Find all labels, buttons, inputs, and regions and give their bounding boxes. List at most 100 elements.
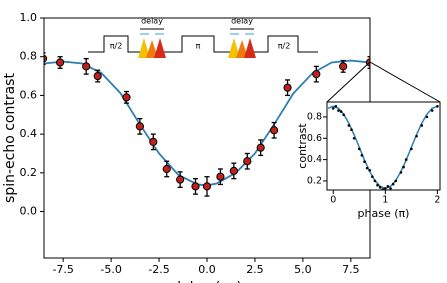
peak: [236, 40, 248, 58]
data-point: [122, 93, 131, 102]
y-tick-label: 0.2: [20, 166, 38, 179]
pulse-diagram: [88, 28, 318, 53]
pulse-sequence: [88, 35, 318, 53]
data-point: [430, 109, 434, 112]
plot-area: [44, 18, 370, 258]
y-tick-label: 0.6: [307, 133, 322, 144]
x-axis-label: phase (π): [358, 207, 410, 220]
x-tick-label: 5.0: [294, 263, 312, 276]
peak: [244, 38, 256, 58]
data-point: [243, 157, 252, 166]
annotation: π/2: [278, 42, 291, 51]
data-point: [360, 154, 364, 157]
zoom-connector: [326, 61, 371, 103]
data-point: [425, 115, 429, 119]
peak: [228, 38, 240, 58]
data-point: [394, 179, 398, 183]
data-point: [420, 124, 424, 127]
x-tick-label: 1: [382, 195, 388, 206]
y-tick-label: 0.4: [307, 154, 322, 165]
y-tick-label: 0.2: [307, 175, 322, 186]
peak: [138, 38, 150, 58]
data-point: [402, 165, 405, 169]
error-bar: [44, 52, 46, 66]
annotation: π/2: [110, 42, 123, 51]
inset-plot: 0 1 2 0.2 0.4 0.6 0.8 phase (π) contrast: [296, 101, 441, 220]
data-point: [365, 166, 369, 170]
x-tick-label: 2.5: [246, 263, 264, 276]
data-point: [82, 62, 91, 71]
data-point: [371, 175, 374, 178]
x-tick-label: 7.5: [342, 263, 360, 276]
x-tick-label: -2.5: [148, 263, 169, 276]
data-point: [229, 166, 238, 176]
annotation: delay: [141, 17, 163, 26]
x-tick-label: 2: [434, 195, 440, 206]
data-point: [44, 54, 48, 63]
plot-frame: [326, 101, 441, 191]
plot-marks: [44, 52, 370, 197]
data-point: [270, 126, 279, 135]
data-point: [93, 71, 102, 81]
data-point: [339, 110, 343, 113]
main-plot: -7.5 -5.0 -2.5 0.0 2.5 5.0 7.5 0.0 0.2 0.4 0.6 0.8 1…: [2, 11, 371, 283]
data-point: [391, 182, 395, 186]
peak: [146, 40, 158, 58]
data-point: [256, 143, 265, 152]
fit-line: [327, 105, 438, 190]
data-point: [399, 171, 403, 174]
data-point: [337, 109, 340, 112]
data-point: [334, 104, 338, 108]
data-point: [149, 137, 158, 146]
x-tick-label: 0.0: [198, 263, 216, 276]
data-point: [56, 58, 65, 67]
data-point: [376, 183, 379, 187]
x-tick-label: 0: [330, 195, 336, 206]
y-axis-label: contrast: [296, 123, 309, 169]
zoom-connector: [369, 61, 441, 103]
data-point: [331, 107, 335, 110]
x-tick-label: -7.5: [52, 263, 73, 276]
plot-marks: [327, 104, 439, 190]
data-point: [357, 147, 361, 151]
data-point: [373, 179, 377, 183]
data-point: [436, 104, 439, 108]
x-axis-label: delay (ps): [172, 280, 242, 283]
data-point: [216, 172, 225, 181]
data-point: [176, 175, 185, 184]
data-point: [347, 124, 351, 127]
data-point: [404, 158, 408, 161]
peak: [154, 38, 166, 58]
y-tick-label: 0.8: [20, 50, 38, 63]
data-point: [350, 128, 353, 132]
data-point: [415, 134, 418, 138]
data-point: [352, 136, 356, 140]
y-tick-label: 1.0: [20, 11, 38, 24]
y-tick-label: 0.0: [20, 205, 38, 218]
data-point: [191, 182, 200, 191]
y-tick-label: 0.8: [307, 111, 322, 122]
data-point: [312, 70, 321, 79]
pulse-peaks: [138, 38, 256, 58]
annotation: delay: [231, 17, 253, 26]
data-point: [368, 168, 372, 172]
data-point: [363, 160, 366, 164]
data-point: [378, 186, 382, 189]
data-point: [342, 113, 345, 117]
error-bar: [367, 56, 370, 69]
data-point: [202, 182, 212, 191]
data-point: [386, 184, 390, 188]
data-point: [410, 147, 413, 151]
data-point: [389, 187, 392, 190]
x-tick-label: -5.0: [100, 263, 121, 276]
data-point: [283, 83, 292, 92]
y-tick-label: 0.6: [20, 88, 38, 101]
data-point: [162, 164, 171, 174]
annotation: π: [196, 42, 201, 51]
data-point: [339, 62, 348, 71]
data-point: [135, 122, 144, 131]
data-point: [384, 187, 387, 190]
y-axis-label: spin-echo contrast: [2, 73, 18, 203]
y-tick-label: 0.4: [20, 127, 38, 140]
